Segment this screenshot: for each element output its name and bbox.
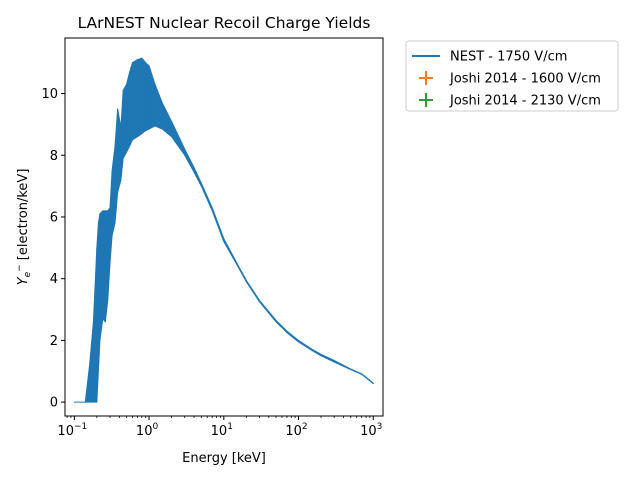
plot-area bbox=[73, 57, 374, 403]
y-axis-label-sup: − bbox=[15, 264, 25, 272]
x-tick-label: 101 bbox=[211, 422, 233, 439]
y-axis-label-main: Y bbox=[16, 276, 31, 285]
x-axis-label: Energy [keV] bbox=[182, 451, 266, 466]
y-tick-label: 6 bbox=[50, 210, 58, 225]
y-tick-label: 2 bbox=[50, 334, 58, 349]
chart-title: LArNEST Nuclear Recoil Charge Yields bbox=[78, 14, 371, 32]
legend-label-1: Joshi 2014 - 1600 V/cm bbox=[449, 72, 601, 87]
y-axis-label-unit: [electron/keV] bbox=[16, 169, 31, 265]
y-axis: 0 2 4 6 8 10 bbox=[41, 87, 65, 411]
y-tick-label: 4 bbox=[50, 272, 58, 287]
y-tick-label: 10 bbox=[41, 87, 58, 102]
x-tick-label: 100 bbox=[136, 422, 159, 439]
x-tick-label: 10−1 bbox=[57, 422, 87, 439]
y-tick-label: 8 bbox=[50, 149, 58, 164]
x-axis: 10−1 100 101 102 103 bbox=[57, 416, 382, 439]
legend-label-2: Joshi 2014 - 2130 V/cm bbox=[449, 94, 601, 109]
legend-label-0: NEST - 1750 V/cm bbox=[450, 50, 567, 65]
x-tick-label: 103 bbox=[360, 422, 382, 439]
y-axis-label-sub: e bbox=[23, 271, 33, 277]
legend: NEST - 1750 V/cm Joshi 2014 - 1600 V/cm Jo… bbox=[405, 40, 619, 112]
y-tick-label: 0 bbox=[50, 396, 58, 411]
legend-frame bbox=[405, 40, 619, 112]
y-axis-label: Ye− [electron/keV] bbox=[15, 169, 33, 286]
x-tick-label: 102 bbox=[285, 422, 307, 439]
